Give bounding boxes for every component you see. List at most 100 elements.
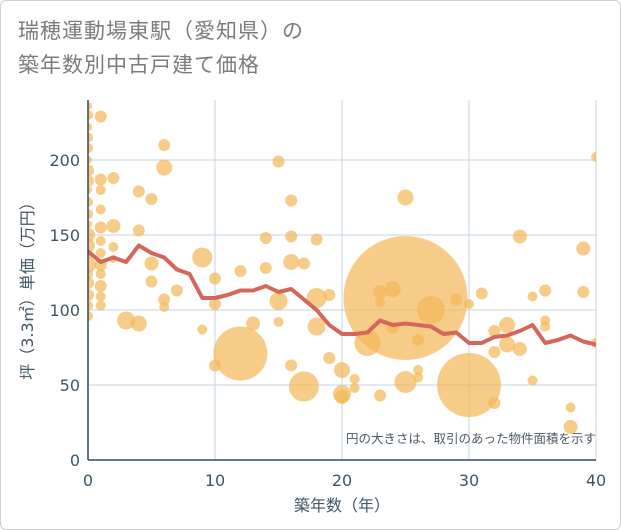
data-bubble [394, 371, 417, 393]
data-bubble [285, 194, 298, 207]
data-bubble [95, 291, 106, 302]
data-bubble [288, 371, 319, 402]
data-bubble [488, 397, 501, 409]
data-bubble [88, 123, 92, 131]
data-bubble [273, 317, 284, 327]
data-bubble [335, 390, 349, 404]
data-bubble [95, 300, 106, 311]
data-bubble [297, 257, 310, 270]
data-bubble [512, 342, 527, 356]
data-bubble [413, 372, 424, 383]
y-tick-label: 200 [49, 151, 80, 170]
data-bubble [591, 152, 596, 162]
data-bubble [349, 383, 360, 393]
plot-area [88, 102, 596, 434]
data-bubble [88, 164, 94, 177]
data-bubble [156, 159, 173, 176]
data-bubble [132, 185, 145, 198]
data-bubble [272, 155, 285, 168]
data-bubble [88, 175, 94, 187]
data-bubble [464, 299, 474, 309]
chart-title-line2: 築年数別中古戸建て価格 [18, 53, 260, 77]
x-tick-label: 30 [459, 471, 479, 490]
data-bubble [94, 221, 107, 234]
data-bubble [307, 317, 326, 336]
data-bubble [88, 269, 93, 279]
x-tick-label: 40 [586, 471, 606, 490]
data-bubble [95, 204, 106, 215]
data-bubble [577, 286, 590, 298]
data-bubble [499, 336, 516, 353]
data-bubble [397, 189, 414, 206]
data-bubble [132, 224, 145, 237]
data-bubble [95, 269, 106, 279]
data-bubble [159, 302, 170, 312]
data-bubble [437, 353, 501, 417]
data-bubble [88, 228, 95, 242]
chart-title: 瑞穂運動場東駅（愛知県）の 築年数別中古戸建て価格 [18, 14, 304, 82]
data-bubble [563, 420, 578, 434]
data-bubble [130, 315, 147, 332]
trend-line [88, 243, 596, 347]
data-bubble [88, 257, 96, 273]
data-bubble [94, 110, 107, 123]
data-bubble [259, 232, 272, 244]
grid [88, 100, 597, 460]
data-bubble [540, 321, 551, 332]
data-bubble [95, 236, 106, 246]
data-bubble [95, 248, 106, 258]
data-bubble [106, 219, 121, 233]
data-bubble [88, 186, 92, 194]
data-bubble [209, 272, 221, 285]
data-bubble [108, 242, 119, 252]
data-bubble [94, 173, 107, 186]
data-bubble [246, 316, 261, 331]
data-bubble [323, 352, 336, 364]
data-bubble [334, 362, 350, 378]
axes: 0 50 100 150 200 0 10 20 30 40 [49, 100, 606, 490]
data-bubble [234, 265, 247, 277]
data-bubble [144, 256, 159, 271]
data-bubble [88, 209, 93, 219]
data-bubble [488, 325, 501, 337]
data-bubble [170, 284, 183, 297]
y-tick-label: 150 [49, 226, 80, 245]
x-axis-label: 築年数（年） [294, 496, 390, 515]
data-bubble [88, 156, 92, 164]
x-tick-label: 10 [205, 471, 225, 490]
data-bubble [375, 297, 386, 308]
data-bubble [192, 247, 213, 268]
y-tick-label: 50 [60, 376, 80, 395]
data-bubble [285, 230, 298, 243]
data-bubble [283, 254, 300, 270]
data-bubble [475, 287, 488, 300]
x-tick-label: 0 [83, 471, 93, 490]
data-bubble [88, 311, 93, 321]
y-axis-label: 坪（3.3㎡）単価（万円） [18, 194, 37, 379]
trend-line-group [88, 243, 596, 347]
data-bubble [158, 139, 171, 151]
y-tick-label: 0 [70, 451, 80, 470]
data-bubble [412, 334, 425, 346]
chart-note: 円の大きさは、取引のあった物件面積を示す [346, 431, 596, 446]
data-bubble [107, 172, 120, 184]
data-bubble [565, 402, 576, 413]
data-bubble [88, 277, 94, 289]
data-bubble [527, 291, 538, 302]
x-tick-label: 20 [332, 471, 352, 490]
data-bubble [117, 311, 136, 330]
data-bubble [416, 296, 445, 324]
data-bubble [88, 132, 93, 143]
bubbles [88, 102, 596, 434]
data-bubble [158, 293, 171, 306]
data-bubble [306, 288, 327, 308]
data-bubble [576, 241, 591, 256]
data-bubble [323, 289, 336, 301]
data-bubble [374, 389, 387, 402]
data-bubble [384, 281, 401, 297]
data-bubble [310, 233, 323, 246]
data-bubble [413, 365, 424, 375]
data-bubble [145, 193, 158, 205]
data-bubble [88, 102, 92, 110]
